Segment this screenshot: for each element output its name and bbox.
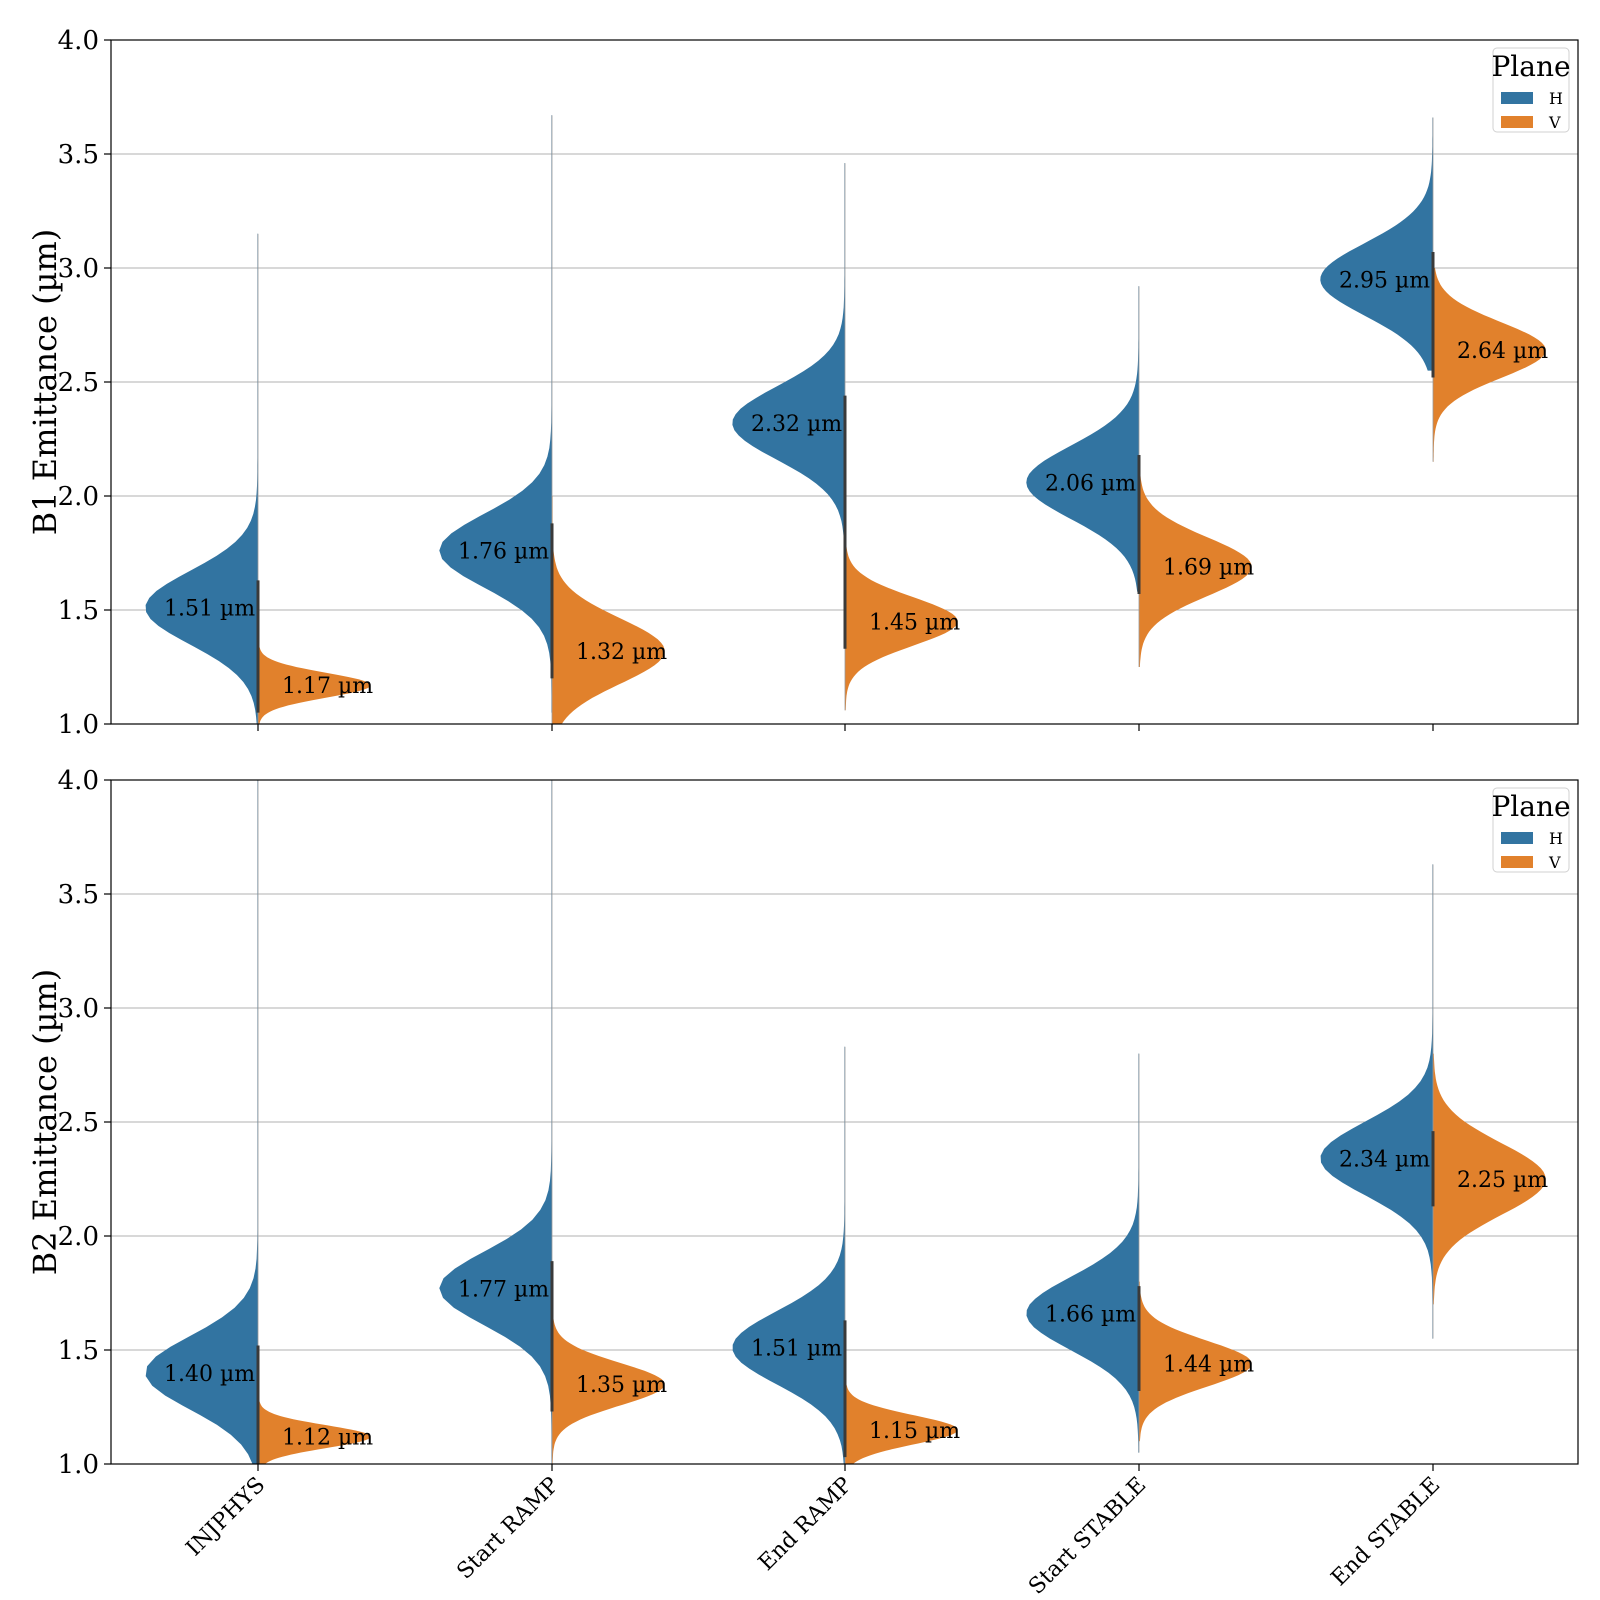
violin-half-v <box>552 1315 665 1464</box>
violin-half-h <box>732 1046 845 1464</box>
median-label-h: 1.66 µm <box>1045 1303 1136 1328</box>
y-tick-label: 4.0 <box>58 766 99 796</box>
legend-swatch-v <box>1501 856 1533 868</box>
x-tick-label-end-stable: End STABLE <box>1327 1473 1445 1591</box>
violin-end-ramp: 1.51 µm 1.15 µm <box>732 1046 960 1464</box>
median-label-h: 2.06 µm <box>1045 471 1136 496</box>
median-label-v: 1.35 µm <box>576 1373 667 1398</box>
violin-half-v <box>1433 268 1546 462</box>
median-label-v: 2.25 µm <box>1457 1168 1548 1193</box>
violin-start-stable: 1.66 µm 1.44 µm <box>1026 1053 1254 1453</box>
y-tick-label: 2.5 <box>58 368 99 398</box>
legend-entry-v: V <box>1548 113 1561 132</box>
legend-swatch-h <box>1501 92 1533 104</box>
violin-start-stable: 2.06 µm 1.69 µm <box>1026 286 1254 667</box>
b2-emittance-panel: 1.0 1.5 2.0 2.5 3.0 3.5 4.0 B2 Emittance (µm) 1.… <box>26 766 1579 1480</box>
plot-frame <box>110 779 1579 1465</box>
violin-half-v <box>1139 461 1252 667</box>
y-tick-label: 3.0 <box>58 254 99 284</box>
violin-start-ramp: 1.76 µm 1.32 µm <box>439 115 667 724</box>
legend-swatch-h <box>1501 832 1533 844</box>
violin-half-v <box>845 1361 958 1464</box>
violin-half-v <box>1433 1053 1546 1305</box>
y-tick-label: 1.5 <box>58 1336 99 1366</box>
plot-frame <box>110 39 1579 725</box>
y-tick-label: 4.0 <box>58 26 99 56</box>
violin-half-h <box>1026 286 1139 592</box>
median-label-h: 2.32 µm <box>751 412 842 437</box>
violin-half-h <box>439 115 552 713</box>
y-tick-label: 2.5 <box>58 1108 99 1138</box>
legend-entry-h: H <box>1549 89 1563 108</box>
violin-half-h <box>145 780 258 1464</box>
median-label-h: 1.76 µm <box>458 540 549 565</box>
legend-swatch-v <box>1501 116 1533 128</box>
median-label-v: 1.12 µm <box>282 1426 373 1451</box>
violin-half-h <box>1320 117 1433 371</box>
y-axis-label: B1 Emittance (µm) <box>26 229 64 536</box>
legend-box <box>1492 787 1570 873</box>
violin-injphys: 1.40 µm 1.12 µm <box>145 780 373 1464</box>
violin-half-h <box>145 233 258 725</box>
legend: Plane HV <box>1491 787 1571 873</box>
violin-start-ramp: 1.77 µm 1.35 µm <box>439 780 667 1464</box>
violin-half-h <box>439 780 552 1464</box>
violin-end-stable: 2.95 µm 2.64 µm <box>1320 117 1548 462</box>
legend: Plane HV <box>1491 47 1571 133</box>
b1-emittance-panel: 1.0 1.5 2.0 2.5 3.0 3.5 4.0 B1 Emittance (µm) 1.… <box>26 26 1579 740</box>
violin-end-stable: 2.34 µm 2.25 µm <box>1320 864 1548 1339</box>
x-tick-labels: INJPHYS Start RAMP End RAMP Start STABLE End… <box>182 1472 1446 1599</box>
y-axis-label: B2 Emittance (µm) <box>26 969 64 1276</box>
y-tick-label: 1.0 <box>58 710 99 740</box>
violin-half-h <box>1320 864 1433 1339</box>
median-label-v: 1.15 µm <box>869 1419 960 1444</box>
median-label-v: 1.45 µm <box>869 610 960 635</box>
violin-injphys: 1.51 µm 1.17 µm <box>145 233 373 725</box>
median-label-v: 1.32 µm <box>576 640 667 665</box>
y-tick-label: 1.0 <box>58 1450 99 1480</box>
y-tick-label: 3.0 <box>58 994 99 1024</box>
median-label-v: 1.44 µm <box>1163 1353 1254 1378</box>
legend-title: Plane <box>1491 790 1570 823</box>
median-label-v: 2.64 µm <box>1457 339 1548 364</box>
x-tick-label-end-ramp: End RAMP <box>754 1472 857 1575</box>
violin-half-h <box>1026 1053 1139 1453</box>
median-label-v: 1.69 µm <box>1163 556 1254 581</box>
y-tick-label: 3.5 <box>58 880 99 910</box>
y-tick-label: 1.5 <box>58 596 99 626</box>
y-tick-label: 3.5 <box>58 140 99 170</box>
violin-half-h <box>732 163 845 537</box>
x-tick-label-start-stable: Start STABLE <box>1024 1473 1151 1600</box>
violin-half-v <box>258 1391 371 1464</box>
median-label-h: 1.51 µm <box>164 597 255 622</box>
violin-half-v <box>552 496 665 724</box>
median-label-v: 1.17 µm <box>282 674 373 699</box>
median-label-h: 1.51 µm <box>751 1337 842 1362</box>
legend-title: Plane <box>1491 50 1570 83</box>
violin-half-v <box>258 637 371 724</box>
y-tick-label: 2.0 <box>58 482 99 512</box>
legend-entry-v: V <box>1548 853 1561 872</box>
median-label-h: 2.95 µm <box>1339 268 1430 293</box>
legend-box <box>1492 47 1570 133</box>
x-tick-label-injphys: INJPHYS <box>182 1473 271 1562</box>
median-label-h: 2.34 µm <box>1339 1147 1430 1172</box>
violin-half-v <box>1139 1281 1252 1442</box>
violin-half-v <box>845 541 958 711</box>
violin-end-ramp: 2.32 µm 1.45 µm <box>732 163 960 711</box>
legend-entry-h: H <box>1549 829 1563 848</box>
x-tick-label-start-ramp: Start RAMP <box>452 1472 564 1584</box>
median-label-h: 1.77 µm <box>458 1277 549 1302</box>
y-tick-label: 2.0 <box>58 1222 99 1252</box>
median-label-h: 1.40 µm <box>164 1362 255 1387</box>
